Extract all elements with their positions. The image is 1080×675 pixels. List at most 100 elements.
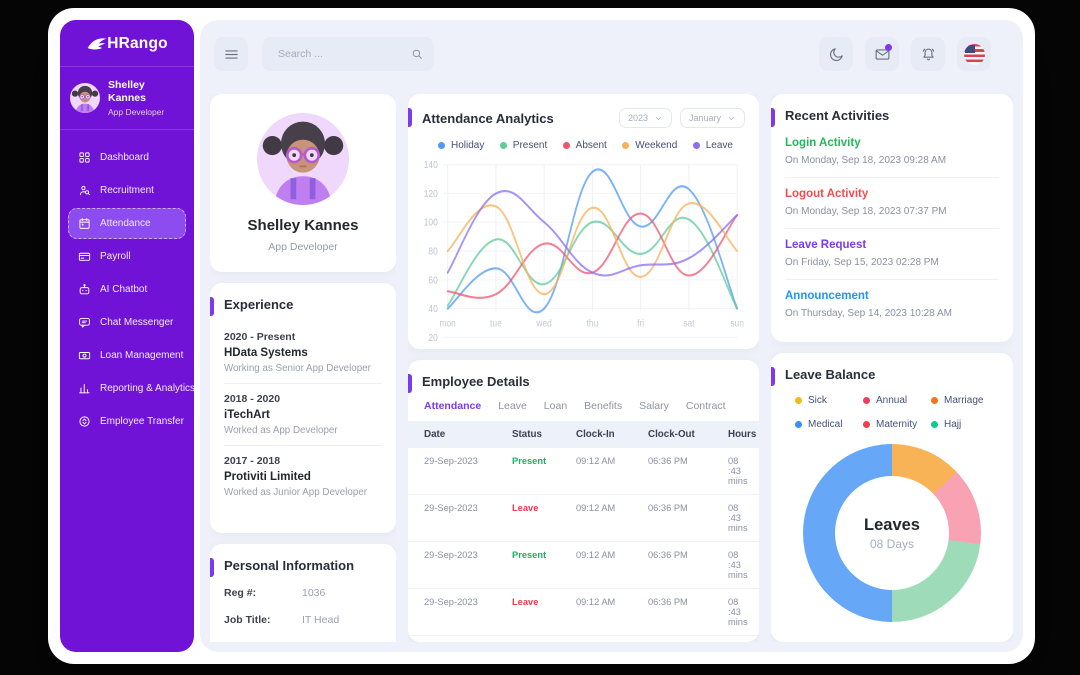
user-avatar [70,83,100,114]
legend-label: Marriage [944,395,984,406]
brand-name: HRango [107,35,168,52]
legend-dot [863,421,870,428]
cell-hours: 08 :43 mins [728,597,748,627]
attendance-icon [79,218,90,230]
cell-date: 29-Sep-2023 [424,503,478,513]
sidebar: HRango Shelley Kannes App Developer Dash… [60,20,194,652]
sidebar-item-reporting-analytics[interactable]: Reporting & Analytics [68,373,194,404]
accent-bar [210,297,214,316]
legend-item-leave: Leave [692,140,733,151]
tab-salary[interactable]: Salary [639,400,669,412]
search-input[interactable] [276,47,410,61]
legend-dot [438,142,445,149]
profile-role: App Developer [268,241,338,253]
tab-leave[interactable]: Leave [498,400,527,412]
svg-text:120: 120 [424,188,438,199]
cell-clock-in: 09:12 AM [576,503,616,513]
experience-title: Experience [224,297,294,312]
column-header-date: Date [424,429,446,440]
activity-item-leave-request[interactable]: Leave Request On Friday, Sep 15, 2023 02:… [785,229,999,280]
legend-dot [863,397,870,404]
sidebar-item-chat-messenger[interactable]: Chat Messenger [68,307,186,338]
legend-label: Holiday [451,140,485,151]
cell-clock-in: 09:12 AM [576,456,616,466]
legend-label: Annual [876,395,908,406]
legend-dot [622,142,630,149]
cell-clock-out: 06:36 PM [648,550,688,560]
experience-description: Working as Senior App Developer [224,363,371,374]
middle-column: Attendance Analytics 2023 January [408,94,759,642]
month-select-value: January [688,113,721,123]
leave-legend-maternity: Maternity [863,419,931,430]
analytics-title: Attendance Analytics [422,110,554,126]
leave-balance-card: Leave Balance Sick Annual Marriage Medical M… [771,353,1013,642]
sidebar-item-label: AI Chatbot [100,284,148,296]
leave-legend-medical: Medical [795,419,863,430]
recent-activities-card: Recent Activities Login Activity On Monda… [771,94,1013,342]
svg-text:sat: sat [683,318,695,329]
activity-timestamp: On Thursday, Sep 14, 2023 10:28 AM [785,308,952,319]
dark-mode-button[interactable] [819,37,853,71]
svg-text:wed: wed [536,318,552,329]
cell-date: 29-Sep-2023 [424,597,478,607]
menu-button[interactable] [214,37,248,71]
sidebar-item-loan-management[interactable]: Loan Management [68,340,186,371]
year-select[interactable]: 2023 [618,108,672,128]
table-row[interactable]: 29-Sep-2023 Leave 09:12 AM 06:36 PM 08 :43 m… [408,495,759,542]
bell-icon [922,48,934,60]
tab-loan[interactable]: Loan [543,400,568,412]
sidebar-item-employee-transfer[interactable]: Employee Transfer [68,406,186,437]
personal-info-row: Reg #: 1036 [224,587,382,599]
svg-text:mon: mon [440,318,456,329]
employee-details-tabs: Attendance Leave Loan Benefits Salary Contrac… [408,389,759,421]
tab-attendance[interactable]: Attendance [424,400,482,412]
messages-button[interactable] [865,37,899,71]
right-column: Recent Activities Login Activity On Monda… [771,94,1013,642]
activity-item-logout-activity[interactable]: Logout Activity On Monday, Sep 18, 2023 0… [785,178,999,229]
leave-balance-legend: Sick Annual Marriage Medical Maternity Hajj [771,382,1013,430]
user-role: App Developer [108,107,165,118]
recruitment-icon [79,186,90,196]
sidebar-item-attendance[interactable]: Attendance [68,208,186,240]
brand-logo[interactable]: HRango [60,20,194,67]
cell-status: Leave [512,597,539,607]
legend-item-weekend: Weekend [622,140,677,151]
cell-clock-in: 09:12 AM [576,550,616,560]
cell-hours: 08 :43 mins [728,550,748,580]
tab-benefits[interactable]: Benefits [584,400,623,412]
experience-company: Protiviti Limited [224,471,311,483]
column-header-clock-out: Clock-Out [648,429,695,440]
legend-label: Weekend [635,140,678,151]
month-select[interactable]: January [679,108,745,128]
language-button[interactable] [957,37,991,71]
activity-item-login-activity[interactable]: Login Activity On Monday, Sep 18, 2023 09… [785,127,999,178]
svg-text:60: 60 [428,275,437,286]
sidebar-user[interactable]: Shelley Kannes App Developer [60,67,194,131]
table-header: Date Status Clock-In Clock-Out Hours [408,421,759,448]
accent-bar [771,367,775,386]
analytics-chart: 140 120 100 80 60 40 20 mon tue wed thu fri sat sun [408,151,759,349]
tab-contract[interactable]: Contract [685,400,726,412]
sidebar-item-payroll[interactable]: Payroll [68,241,186,272]
sidebar-item-recruitment[interactable]: Recruitment [68,175,186,206]
legend-item-absent: Absent [562,140,607,151]
leave-legend-hajj: Hajj [931,419,999,430]
activity-item-announcement[interactable]: Announcement On Thursday, Sep 14, 2023 10… [785,280,999,330]
search-icon [412,49,422,59]
analytics-legend: Holiday Present Absent Weekend Leave [408,128,759,151]
cell-status: Present [512,550,547,560]
legend-label: Leave [705,140,733,151]
sidebar-item-dashboard[interactable]: Dashboard [68,142,186,173]
ai-chatbot-icon [79,284,90,295]
content-grid: Shelley Kannes App Developer Experience … [210,94,1013,642]
sidebar-item-label: Chat Messenger [100,317,174,329]
table-row[interactable]: 29-Sep-2023 Leave 09:12 AM 06:36 PM 08 :43 m… [408,589,759,636]
sidebar-item-ai-chatbot[interactable]: AI Chatbot [68,274,186,305]
user-name: Shelley Kannes [108,79,146,105]
topbar [214,36,1011,72]
notifications-button[interactable] [911,37,945,71]
